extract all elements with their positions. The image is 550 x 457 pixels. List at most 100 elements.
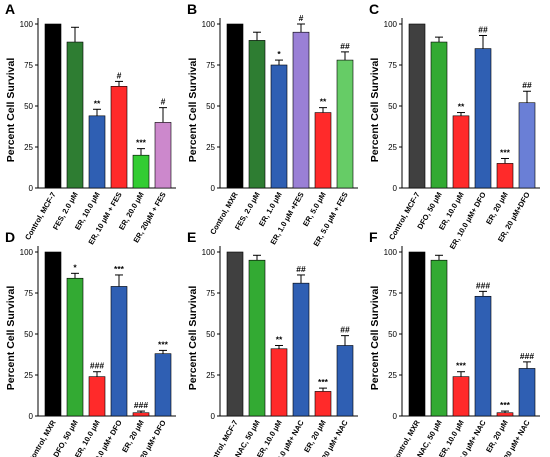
y-tick-label: 75 [24,289,33,298]
significance-label: *** [114,264,125,274]
y-axis-label: Percent Cell Survival [5,58,17,163]
y-tick-label: 100 [20,248,34,257]
bar [292,282,310,417]
y-tick-label: 25 [388,371,397,380]
bar [518,368,536,417]
significance-label: ### [134,400,148,410]
bar [474,48,492,189]
significance-label: ## [522,80,532,90]
bar [132,412,150,417]
bar [336,59,354,189]
y-tick-label: 0 [211,412,216,421]
bar [452,376,470,417]
chart-panel-a: A Percent Cell Survival 0 25 50 75 100 Control,… [5,1,176,246]
y-tick-label: 75 [206,61,215,70]
significance-label: ## [340,41,350,51]
panel-label: F [369,229,378,245]
y-tick-label: 50 [388,102,397,111]
bar [226,23,244,189]
bar [44,251,62,417]
y-tick-label: 0 [393,412,398,421]
y-axis-label: Percent Cell Survival [369,58,381,163]
bar [496,412,514,417]
significance-label: # [299,13,304,23]
bar [314,391,332,417]
bar [270,348,288,417]
bar [270,64,288,189]
significance-label: # [117,70,122,80]
y-tick-label: 25 [24,371,33,380]
y-tick-label: 50 [388,330,397,339]
panel-label: B [187,1,197,17]
significance-label: # [161,97,166,107]
x-tick-label: Control, MCF-7 [23,191,58,242]
bar [430,259,448,417]
y-tick-label: 25 [388,143,397,152]
y-tick-label: 25 [206,143,215,152]
significance-label: ** [276,334,283,344]
significance-label: *** [500,147,511,157]
y-tick-label: 0 [393,184,398,193]
y-axis-label: Percent Cell Survival [187,58,199,163]
bar [314,112,332,189]
bar [408,251,426,417]
bar [110,286,128,417]
significance-label: ## [478,24,488,34]
panel-label: C [369,1,379,17]
significance-label: ** [458,102,465,112]
bar [248,259,266,417]
y-tick-label: 0 [29,412,34,421]
y-tick-label: 100 [384,248,398,257]
bar [88,115,106,189]
bar [154,122,172,189]
significance-label: ## [340,325,350,335]
bar [496,163,514,189]
bar [336,345,354,417]
significance-label: ### [476,280,490,290]
bar [452,115,470,189]
y-tick-label: 100 [20,20,34,29]
y-axis-label: Percent Cell Survival [5,286,17,391]
y-axis-label: Percent Cell Survival [369,286,381,391]
panel-label: A [5,1,15,17]
y-tick-label: 50 [206,330,215,339]
bar [430,41,448,189]
bar [248,40,266,189]
bar [44,23,62,189]
bar [518,102,536,189]
y-tick-label: 50 [24,330,33,339]
y-tick-label: 75 [206,289,215,298]
significance-label: *** [158,339,169,349]
significance-label: *** [318,377,329,387]
y-tick-label: 50 [24,102,33,111]
significance-label: ### [90,361,104,371]
y-tick-label: 0 [29,184,34,193]
significance-label: *** [136,138,147,148]
y-tick-label: 75 [24,61,33,70]
y-tick-label: 25 [24,143,33,152]
x-tick-label: Control, MCF-7 [387,191,422,242]
bar [88,376,106,417]
bar [66,41,84,189]
y-tick-label: 0 [211,184,216,193]
y-axis-label: Percent Cell Survival [187,286,199,391]
panel-label: D [5,229,15,245]
panel-label: E [187,229,196,245]
significance-label: ## [296,264,306,274]
chart-panel-c: C Percent Cell Survival 0 25 50 75 100 Control,… [369,1,540,251]
bar [66,277,84,417]
bar [292,31,310,189]
significance-label: ### [520,351,534,361]
bar [226,251,244,417]
y-tick-label: 100 [202,248,216,257]
bar [474,295,492,417]
y-tick-label: 75 [388,289,397,298]
y-tick-label: 100 [202,20,216,29]
significance-label: *** [456,361,467,371]
y-tick-label: 75 [388,61,397,70]
